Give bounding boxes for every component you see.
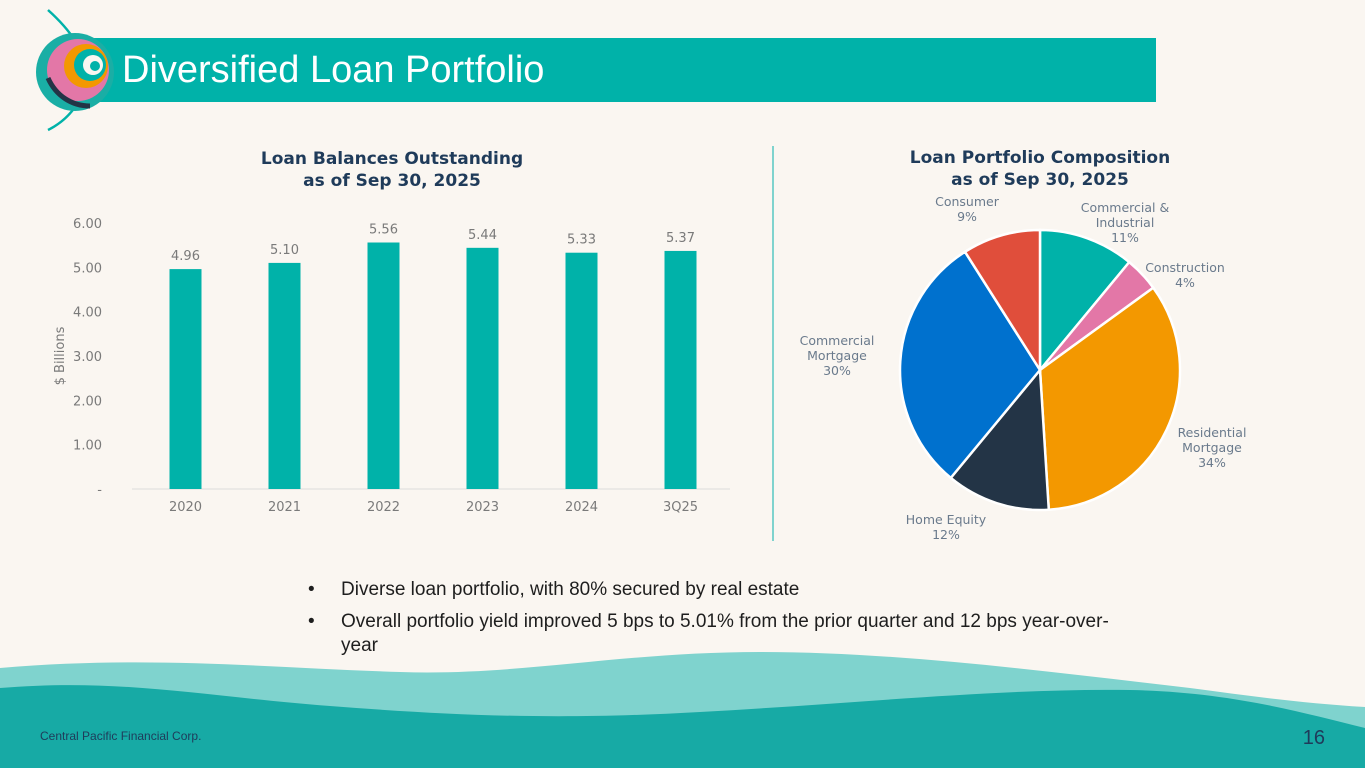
y-tick-label: 1.00: [73, 439, 102, 454]
bar-chart-title: Loan Balances Outstanding as of Sep 30, …: [236, 148, 548, 192]
bullet-item: • Overall portfolio yield improved 5 bps…: [308, 610, 1128, 658]
x-tick-label: 2022: [367, 500, 400, 515]
pie-slice-label: Consumer: [935, 194, 1000, 209]
bullet-item: • Diverse loan portfolio, with 80% secur…: [308, 578, 1128, 602]
y-axis-label: $ Billions: [53, 326, 68, 385]
pie-slice-label: Commercial: [800, 333, 875, 348]
company-logo: [36, 9, 114, 132]
bullet-marker: •: [308, 579, 315, 600]
y-tick-label: 2.00: [73, 394, 102, 409]
bar-data-label: 5.33: [567, 233, 596, 248]
x-tick-label: 3Q25: [663, 500, 698, 515]
bullet-list: • Diverse loan portfolio, with 80% secur…: [308, 578, 1128, 666]
pie-slice-label: Industrial: [1096, 215, 1155, 230]
pie-slice-percent: 4%: [1175, 275, 1195, 290]
pie-slice: [963, 228, 1042, 375]
bar-2024: [565, 252, 598, 489]
pie-slice-percent: 34%: [1198, 455, 1226, 470]
y-tick-label: 5.00: [73, 261, 102, 276]
bar-data-label: 5.37: [666, 231, 695, 246]
bar-data-label: 4.96: [171, 249, 200, 264]
x-tick-label: 2021: [268, 500, 301, 515]
title-bar: [92, 38, 1156, 102]
x-tick-label: 2020: [169, 500, 202, 515]
pie-slice-percent: 12%: [932, 527, 960, 542]
pie-slice-label: Mortgage: [1182, 440, 1242, 455]
footer-company-name: Central Pacific Financial Corp.: [40, 729, 202, 743]
bar-chart-title-line-1: Loan Balances Outstanding: [260, 149, 524, 169]
pie-slice: [898, 250, 1042, 480]
bar-data-label: 5.44: [468, 228, 497, 243]
pie-slice-label: Home Equity: [906, 512, 987, 527]
pie-slice-percent: 9%: [957, 209, 977, 224]
bullet-text: Overall portfolio yield improved 5 bps t…: [341, 611, 1109, 656]
bar-2020: [169, 269, 202, 489]
bar-data-label: 5.10: [270, 243, 299, 258]
bar-data-label: 5.56: [369, 223, 398, 238]
slide-title: Diversified Loan Portfolio: [122, 49, 545, 91]
y-tick-label: 4.00: [73, 306, 102, 321]
x-tick-label: 2024: [565, 500, 598, 515]
bar-2022: [367, 242, 400, 489]
bullet-text: Diverse loan portfolio, with 80% secured…: [341, 579, 800, 600]
y-tick-label: 3.00: [73, 350, 102, 365]
pie-slice: [949, 366, 1051, 512]
x-tick-label: 2023: [466, 500, 499, 515]
pie-chart-title-line-2: as of Sep 30, 2025: [951, 170, 1129, 190]
pie-slice: [1038, 285, 1182, 512]
pie-slice-percent: 30%: [823, 363, 851, 378]
pie-slice-label: Residential: [1178, 425, 1247, 440]
bar-2023: [466, 247, 499, 489]
pie-chart-title: Loan Portfolio Composition as of Sep 30,…: [882, 147, 1198, 191]
page-number: 16: [1302, 727, 1325, 749]
y-tick-label: -: [97, 483, 102, 498]
bar-2021: [268, 262, 301, 489]
pie-chart-title-line-1: Loan Portfolio Composition: [909, 148, 1171, 168]
bar-chart: - 1.00 2.00 3.00 4.00 5.00 6.00 $ Billions 4.96 2…: [53, 217, 730, 515]
bar-3Q25: [664, 250, 697, 489]
pie-slice-percent: 11%: [1111, 230, 1139, 245]
chart-divider: [772, 146, 774, 541]
bullet-marker: •: [308, 611, 315, 632]
wave-dark: [0, 685, 1365, 768]
pie-slice: [1038, 228, 1131, 374]
bar-chart-title-line-2: as of Sep 30, 2025: [303, 171, 481, 191]
pie-slice-label: Mortgage: [807, 348, 867, 363]
pie-slice-label: Commercial &: [1081, 200, 1170, 215]
pie-slice-label: Construction: [1145, 260, 1225, 275]
y-tick-label: 6.00: [73, 217, 102, 232]
